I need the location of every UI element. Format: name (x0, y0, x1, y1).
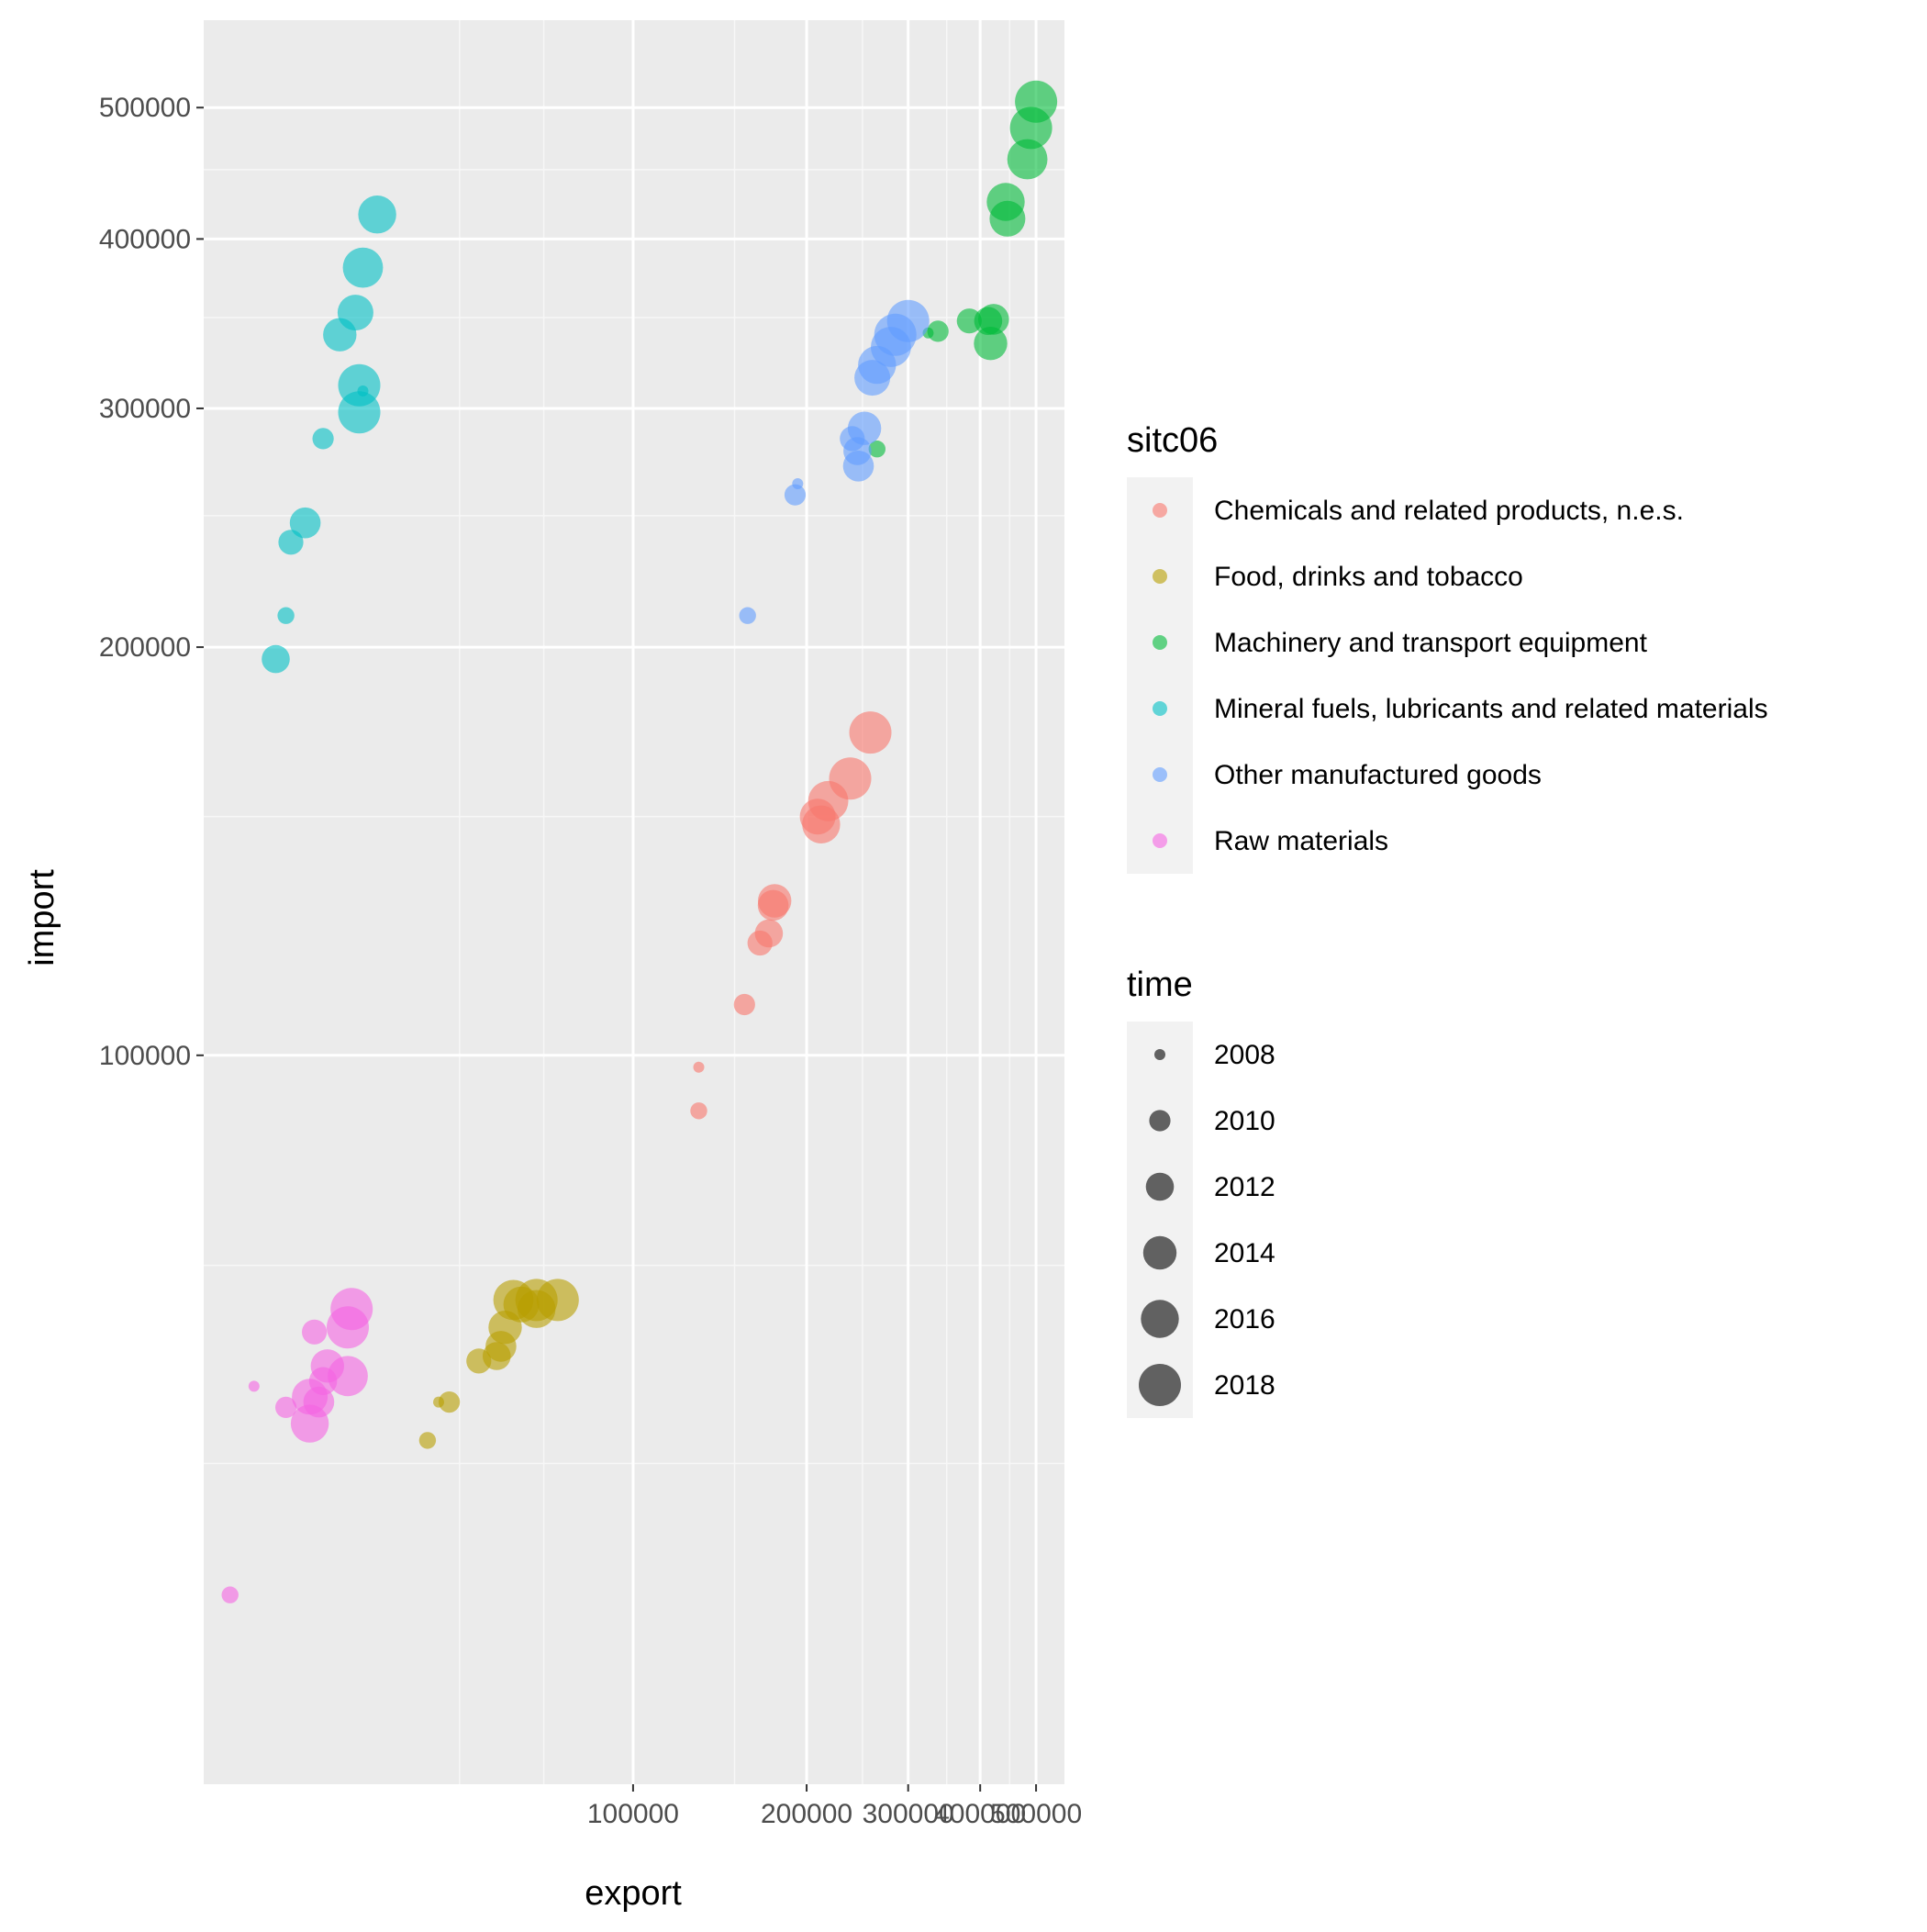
data-point (342, 247, 384, 288)
size-legend-keys-background (1127, 1022, 1193, 1418)
data-point (292, 1379, 329, 1415)
y-tick-label: 200000 (99, 632, 191, 663)
data-point (418, 1432, 437, 1449)
data-point (849, 711, 892, 754)
data-point (338, 391, 381, 434)
size-legend-label: 2008 (1214, 1040, 1275, 1070)
data-point (289, 507, 321, 539)
data-point (927, 320, 949, 342)
data-point (330, 1288, 373, 1331)
data-point (886, 299, 930, 342)
x-tick-label: 200000 (761, 1799, 852, 1829)
data-point (829, 757, 872, 800)
data-point (302, 1319, 328, 1345)
size-legend-key (1142, 1235, 1177, 1270)
data-point (337, 295, 373, 331)
color-legend-keys-background (1127, 477, 1193, 874)
data-point (290, 1404, 329, 1443)
color-legend: sitc06 Chemicals and related products, n… (1127, 421, 1768, 874)
data-point (733, 993, 755, 1016)
size-legend-title: time (1127, 966, 1193, 1004)
data-point (536, 1279, 579, 1322)
data-point (275, 1396, 297, 1418)
size-legend-label: 2014 (1214, 1238, 1275, 1268)
data-point (221, 1586, 239, 1603)
color-legend-title: sitc06 (1127, 421, 1218, 460)
data-point (358, 195, 396, 234)
y-axis: 100000 200000 300000 400000 500000 (99, 93, 204, 1071)
data-point (1015, 80, 1058, 123)
color-legend-key (1153, 503, 1167, 518)
size-legend-label: 2018 (1214, 1370, 1275, 1401)
data-point (693, 1061, 705, 1073)
data-point (986, 183, 1025, 221)
x-tick-label: 300000 (863, 1799, 954, 1829)
data-point (754, 919, 784, 948)
data-point (690, 1102, 707, 1120)
data-point (739, 607, 756, 624)
size-legend-key (1139, 1364, 1181, 1406)
data-point (277, 607, 295, 624)
color-legend-label: Mineral fuels, lubricants and related ma… (1214, 694, 1768, 724)
data-point (439, 1391, 461, 1413)
data-point (248, 1380, 260, 1392)
data-point (847, 411, 882, 445)
y-tick-label: 300000 (99, 394, 191, 424)
color-legend-label: Chemicals and related products, n.e.s. (1214, 496, 1684, 526)
data-point (842, 451, 874, 482)
x-tick-label: 400000 (934, 1799, 1026, 1829)
size-legend-key (1149, 1110, 1171, 1132)
data-point (868, 441, 886, 458)
color-legend-key (1153, 701, 1167, 716)
data-point (974, 327, 1008, 361)
data-point (784, 484, 807, 506)
color-legend-key (1153, 569, 1167, 584)
data-point (312, 428, 334, 450)
data-point (328, 1356, 368, 1397)
size-legend: time 2008 2010 2012 2014 2016 2018 (1127, 966, 1275, 1418)
data-points (221, 80, 1058, 1603)
color-legend-label: Machinery and transport equipment (1214, 628, 1648, 658)
x-tick-label: 500000 (990, 1799, 1082, 1829)
size-legend-key (1145, 1172, 1175, 1201)
x-axis-title: export (585, 1874, 682, 1913)
color-legend-key (1153, 833, 1167, 848)
color-legend-label: Food, drinks and tobacco (1214, 562, 1523, 592)
size-legend-key (1154, 1049, 1165, 1060)
size-legend-label: 2010 (1214, 1106, 1275, 1136)
data-point (956, 308, 982, 334)
y-tick-label: 100000 (99, 1041, 191, 1071)
size-legend-label: 2016 (1214, 1304, 1275, 1335)
color-legend-label: Other manufactured goods (1214, 760, 1542, 790)
y-tick-label: 400000 (99, 224, 191, 254)
data-point (262, 644, 290, 674)
size-legend-label: 2012 (1214, 1172, 1275, 1202)
data-point (978, 304, 1009, 335)
y-axis-title: import (23, 869, 61, 966)
size-legend-key (1141, 1300, 1179, 1338)
x-tick-label: 100000 (587, 1799, 679, 1829)
color-legend-key (1153, 635, 1167, 650)
data-point (758, 884, 792, 918)
y-tick-label: 500000 (99, 93, 191, 123)
data-point (1007, 139, 1048, 180)
color-legend-label: Raw materials (1214, 826, 1388, 856)
color-legend-key (1153, 767, 1167, 782)
